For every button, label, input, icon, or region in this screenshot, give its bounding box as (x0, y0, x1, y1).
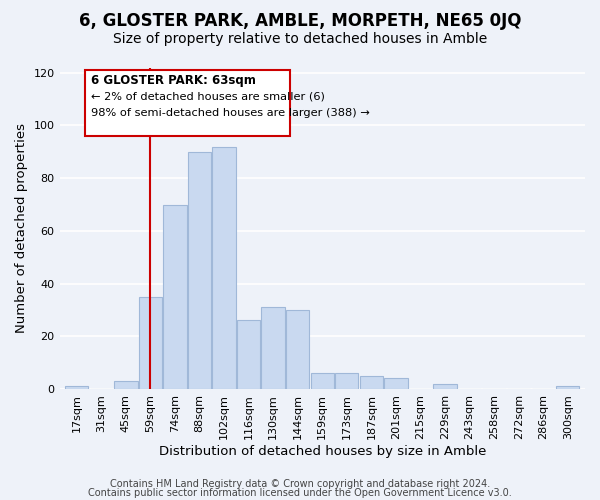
Bar (114, 381, 137, 389)
Bar (335, 373, 358, 389)
Bar (188, 152, 211, 389)
FancyBboxPatch shape (85, 70, 290, 136)
Text: Size of property relative to detached houses in Amble: Size of property relative to detached ho… (113, 32, 487, 46)
Text: 6 GLOSTER PARK: 63sqm: 6 GLOSTER PARK: 63sqm (91, 74, 256, 87)
Text: 6, GLOSTER PARK, AMBLE, MORPETH, NE65 0JQ: 6, GLOSTER PARK, AMBLE, MORPETH, NE65 0J… (79, 12, 521, 30)
Bar (384, 378, 407, 389)
Text: Contains HM Land Registry data © Crown copyright and database right 2024.: Contains HM Land Registry data © Crown c… (110, 479, 490, 489)
Bar (556, 386, 580, 389)
Bar (433, 384, 457, 389)
Text: ← 2% of detached houses are smaller (6): ← 2% of detached houses are smaller (6) (91, 91, 325, 101)
Text: 98% of semi-detached houses are larger (388) →: 98% of semi-detached houses are larger (… (91, 108, 370, 118)
Bar (212, 146, 236, 389)
Bar (65, 386, 88, 389)
Bar (262, 308, 285, 389)
Bar (311, 373, 334, 389)
Bar (360, 376, 383, 389)
Bar (286, 310, 310, 389)
X-axis label: Distribution of detached houses by size in Amble: Distribution of detached houses by size … (158, 444, 486, 458)
Y-axis label: Number of detached properties: Number of detached properties (15, 123, 28, 333)
Bar (139, 296, 162, 389)
Text: Contains public sector information licensed under the Open Government Licence v3: Contains public sector information licen… (88, 488, 512, 498)
Bar (237, 320, 260, 389)
Bar (163, 204, 187, 389)
